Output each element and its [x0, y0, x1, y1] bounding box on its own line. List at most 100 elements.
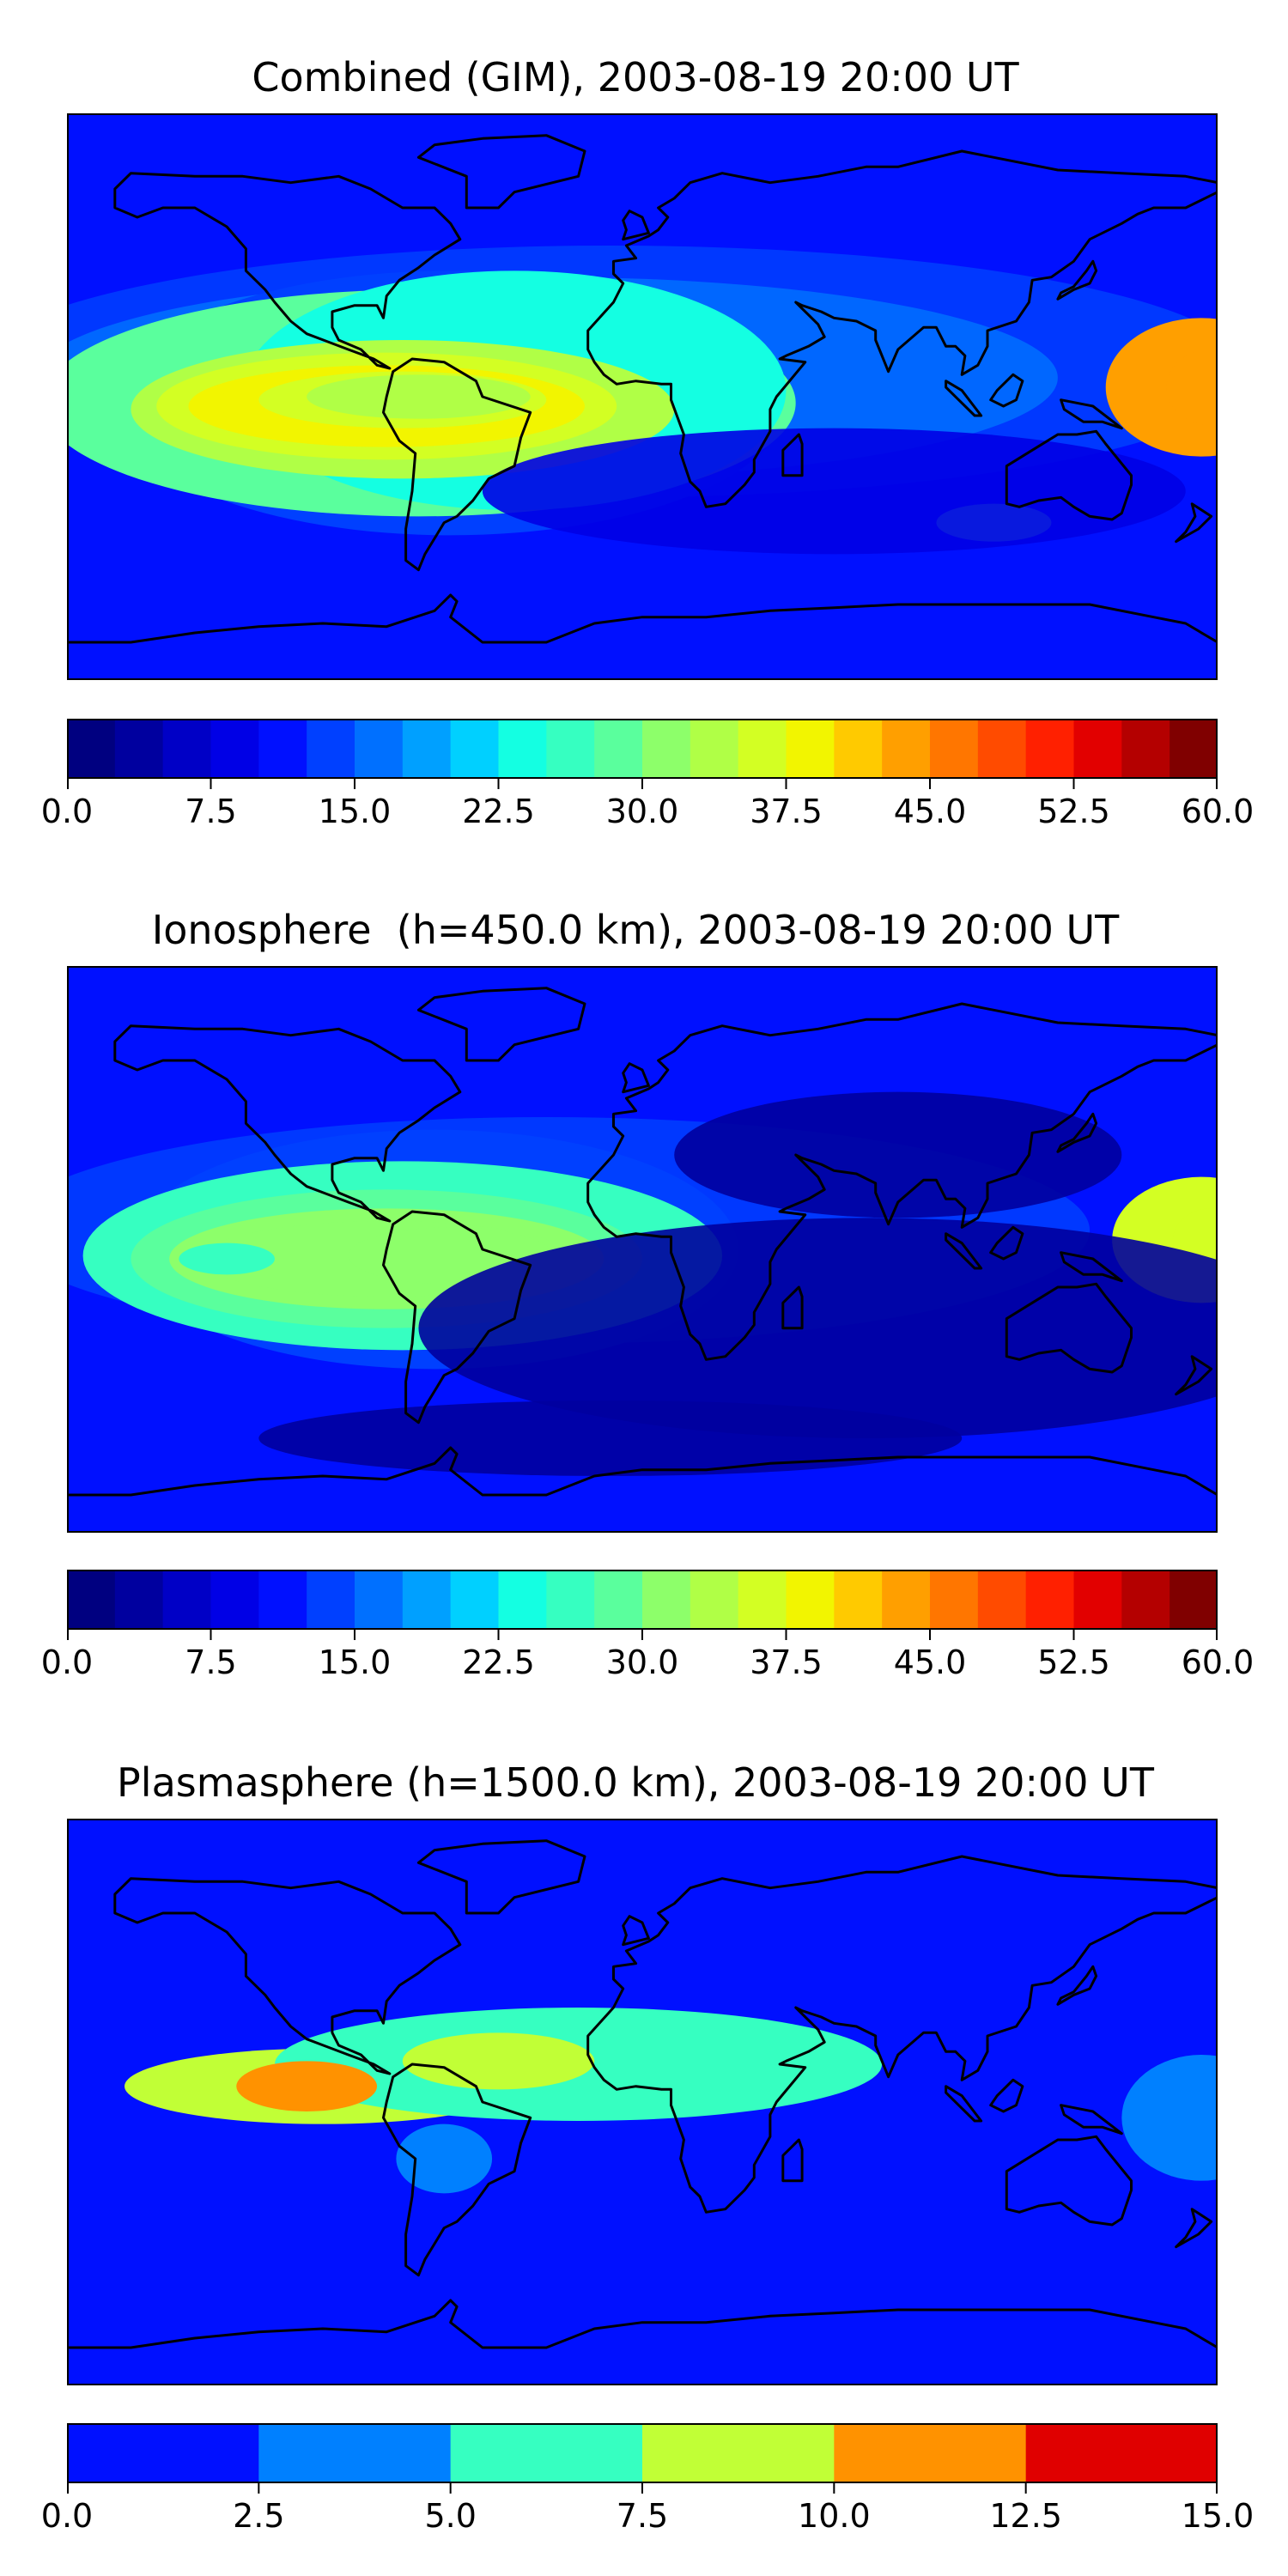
colorbar-level — [1025, 719, 1075, 779]
colorbar-level — [1170, 719, 1218, 779]
colorbar-level — [114, 719, 164, 779]
coastline-greenland — [416, 987, 586, 1062]
coastline-indonesia-borneo — [989, 373, 1024, 408]
colorbar-tick-label: 30.0 — [605, 793, 679, 830]
coastline-new-guinea — [1060, 2104, 1123, 2136]
coastline-south-america — [382, 357, 532, 572]
colorbar-tick-label: 7.5 — [185, 1643, 237, 1681]
colorbar-level — [162, 719, 212, 779]
colorbar-level — [594, 1570, 643, 1630]
tec-contour — [307, 374, 531, 419]
tec-map-plasmasphere — [67, 1819, 1218, 2385]
coastline-indonesia-borneo — [989, 1225, 1024, 1261]
colorbar-level — [690, 1570, 739, 1630]
colorbar-tick-label: 10.0 — [798, 2497, 871, 2535]
colorbar-level — [546, 719, 595, 779]
coastline-antarctica — [67, 1446, 1218, 1533]
coastline-australia — [1005, 1282, 1133, 1374]
coastline-sumatra — [945, 2085, 983, 2123]
colorbar-level — [355, 719, 404, 779]
colorbar-level — [450, 719, 500, 779]
colorbar-tick-label: 5.0 — [424, 2497, 477, 2535]
chart-title: Plasmasphere (h=1500.0 km), 2003-08-19 2… — [117, 1759, 1154, 1806]
colorbar-level — [882, 1570, 931, 1630]
colorbar-level — [114, 1570, 164, 1630]
tec-contour — [258, 1400, 963, 1476]
colorbar-level — [834, 1570, 883, 1630]
tec-map-combined — [67, 113, 1218, 680]
coastline-madagascar — [781, 433, 804, 477]
colorbar-level — [930, 719, 979, 779]
tec-contour — [179, 1242, 275, 1275]
tec-contour — [674, 1091, 1122, 1218]
coastline-sumatra — [945, 380, 983, 417]
colorbar-level — [642, 719, 691, 779]
colorbar-level — [786, 1570, 835, 1630]
coastline-africa-eurasia — [586, 1002, 1218, 1361]
tec-contour — [396, 2123, 493, 2194]
colorbar-ionosphere — [67, 1570, 1218, 1640]
tec-contour — [1166, 349, 1218, 425]
coastline-japan — [1056, 259, 1098, 301]
colorbar-combined — [67, 719, 1218, 789]
coastline-new-zealand — [1175, 502, 1213, 544]
coastline-new-zealand — [1175, 1355, 1213, 1396]
colorbar-tick-label: 2.5 — [233, 2497, 285, 2535]
colorbar-tick-label: 7.5 — [616, 2497, 669, 2535]
colorbar-level — [162, 1570, 212, 1630]
map-svg — [67, 966, 1218, 1533]
coastline-africa-eurasia — [586, 1855, 1218, 2214]
coastline-antarctica — [67, 2299, 1218, 2385]
colorbar-level — [498, 719, 547, 779]
colorbar-level — [786, 719, 835, 779]
coastline-indonesia-borneo — [989, 2078, 1024, 2113]
colorbar-svg — [67, 1570, 1218, 1640]
colorbar-level — [1170, 1570, 1218, 1630]
colorbar-level — [67, 1570, 116, 1630]
map-svg — [67, 113, 1218, 680]
colorbar-level — [258, 2423, 452, 2483]
coastline-japan — [1056, 1965, 1098, 2006]
colorbar-level — [355, 1570, 404, 1630]
coastline-sumatra — [945, 1232, 983, 1270]
colorbar-level — [834, 2423, 1027, 2483]
colorbar-level — [307, 719, 355, 779]
colorbar-level — [450, 1570, 500, 1630]
colorbar-level — [210, 719, 259, 779]
colorbar-svg — [67, 719, 1218, 789]
coastline-new-guinea — [1060, 398, 1123, 430]
coastline-greenland — [416, 1839, 586, 1915]
colorbar-tick-label: 15.0 — [318, 793, 392, 830]
colorbar-level — [210, 1570, 259, 1630]
colorbar-level — [930, 1570, 979, 1630]
coastline-madagascar — [781, 1285, 804, 1330]
colorbar-tick-label: 0.0 — [40, 2497, 94, 2535]
colorbar-tick-label: 0.0 — [40, 793, 94, 830]
colorbar-tick-label: 30.0 — [605, 1643, 679, 1681]
tec-contour — [1121, 2055, 1218, 2181]
map-field — [67, 1819, 1218, 2385]
colorbar-level — [450, 2423, 643, 2483]
coastline-greenland-sea-ice-uk — [622, 1062, 650, 1094]
colorbar-tick-label: 0.0 — [40, 1643, 94, 1681]
map-field — [67, 113, 1218, 680]
colorbar-level — [642, 1570, 691, 1630]
colorbar-tick-label: 15.0 — [318, 1643, 392, 1681]
tec-contour — [249, 2080, 288, 2099]
chart-title: Combined (GIM), 2003-08-19 20:00 UT — [252, 54, 1019, 100]
colorbar-level — [834, 719, 883, 779]
tec-contour — [402, 2032, 595, 2090]
colorbar-level — [546, 1570, 595, 1630]
coastline-greenland-sea-ice-uk — [622, 210, 650, 241]
colorbar-level — [402, 719, 452, 779]
colorbar-level — [1073, 1570, 1122, 1630]
colorbar-level — [738, 719, 787, 779]
colorbar-frame — [67, 1570, 1218, 1630]
map-frame — [67, 966, 1218, 1533]
colorbar-level — [1121, 719, 1170, 779]
coastline-australia — [1005, 429, 1133, 521]
colorbar-level — [594, 719, 643, 779]
colorbar-level — [1121, 1570, 1170, 1630]
colorbar-svg — [67, 2423, 1218, 2494]
tec-contour — [236, 2061, 378, 2111]
